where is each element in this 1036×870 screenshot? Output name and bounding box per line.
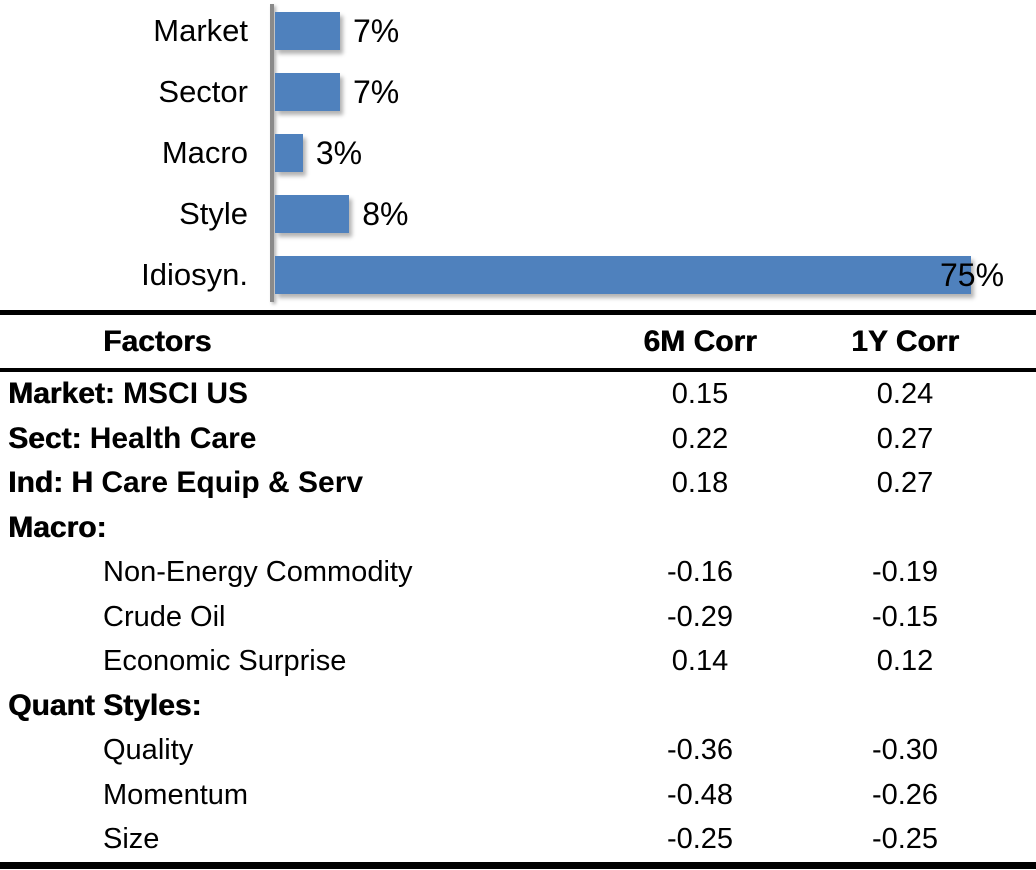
- table-row: Macro:: [0, 506, 1036, 551]
- column-header-6m-corr: 6M Corr: [643, 325, 757, 358]
- factor-label-cell: Quant Styles:: [0, 684, 560, 729]
- factor-label-bold: Market:: [8, 377, 115, 410]
- corr-6m-cell: -0.48: [666, 778, 734, 811]
- table-row: Economic Surprise 0.14 0.12: [0, 639, 1036, 684]
- bar-category-label: Macro: [161, 135, 248, 170]
- table-row: Momentum -0.48 -0.26: [0, 773, 1036, 818]
- bar-value-label: 7%: [352, 13, 400, 49]
- corr-1y-cell: -0.15: [871, 600, 939, 633]
- bar: [275, 12, 340, 50]
- corr-1y-cell: 0.12: [876, 645, 934, 677]
- corr-6m-cell: -0.36: [666, 734, 734, 766]
- factor-label-rest: Crude Oil: [103, 600, 226, 633]
- bar-category-label: Sector: [158, 74, 248, 109]
- bar: [275, 73, 340, 111]
- factor-label-rest: Health Care: [81, 421, 257, 455]
- corr-6m-cell: -0.29: [666, 600, 734, 633]
- table-row: Market: MSCI US 0.15 0.24: [0, 372, 1036, 417]
- factor-label-rest: Non-Energy Commodity: [103, 556, 413, 588]
- factor-label-bold: Quant Styles:: [8, 688, 202, 722]
- corr-6m-cell: 0.22: [671, 422, 729, 455]
- bar: [275, 256, 971, 294]
- bar-value-label: 8%: [362, 196, 409, 232]
- corr-1y-cell: -0.25: [871, 823, 939, 855]
- corr-6m-cell: [560, 684, 840, 729]
- factor-label-cell: Macro:: [0, 506, 560, 551]
- column-header-1y-corr: 1Y Corr: [851, 325, 959, 358]
- factor-label-cell: Quality: [0, 728, 560, 773]
- factor-label-cell: Economic Surprise: [0, 639, 560, 684]
- factor-label-cell: Crude Oil: [0, 595, 560, 640]
- bar-value-label: 7%: [352, 74, 400, 110]
- bar-category-label: Idiosyn.: [141, 257, 248, 292]
- bar-area: 7%: [275, 73, 399, 111]
- factor-label-rest: MSCI US: [114, 377, 249, 410]
- factor-label-rest: Quality: [103, 734, 194, 766]
- bar-row: Macro 3%: [0, 134, 1036, 172]
- bar-row: Style 8%: [0, 195, 1036, 233]
- table-row: Quality -0.36 -0.30: [0, 728, 1036, 773]
- table-row: Quant Styles:: [0, 684, 1036, 729]
- chart-vertical-axis-line: [270, 4, 274, 302]
- column-header-factors: Factors: [103, 325, 212, 358]
- corr-6m-cell: 0.14: [671, 645, 729, 677]
- factor-label-bold: Macro:: [8, 510, 107, 544]
- factor-label-rest: Size: [103, 823, 160, 855]
- corr-1y-cell: 0.27: [876, 422, 934, 455]
- corr-6m-cell: -0.25: [666, 823, 734, 855]
- bar-category-label: Market: [153, 13, 248, 48]
- bar-row: Idiosyn. 75%: [0, 256, 1036, 294]
- table-row: Size -0.25 -0.25: [0, 817, 1036, 862]
- factor-label-cell: Momentum: [0, 773, 560, 818]
- corr-1y-cell: 0.24: [876, 378, 934, 410]
- bar-area: 3%: [275, 134, 362, 172]
- corr-1y-cell: -0.30: [871, 734, 939, 766]
- factor-label-cell: Ind: H Care Equip & Serv: [0, 461, 560, 506]
- bar-value-label: 3%: [315, 135, 363, 171]
- factor-label-cell: Market: MSCI US: [0, 372, 560, 417]
- corr-1y-cell: [840, 684, 1036, 729]
- corr-6m-cell: -0.16: [666, 556, 734, 588]
- table-row: Crude Oil -0.29 -0.15: [0, 595, 1036, 640]
- factor-label-cell: Sect: Health Care: [0, 417, 560, 462]
- bar: [275, 195, 350, 233]
- table-header-row: Factors 6M Corr 1Y Corr: [0, 315, 1036, 372]
- corr-1y-cell: 0.27: [876, 467, 934, 499]
- bar-value-label: 75%: [940, 257, 1005, 293]
- bar-row: Sector 7%: [0, 73, 1036, 111]
- factor-label-rest: Care Equip & Serv: [92, 466, 364, 499]
- bar-rows: Market 7% Sector 7% Macro 3% Style 8% Id…: [0, 12, 1036, 317]
- bar-row: Market 7%: [0, 12, 1036, 50]
- factor-label-cell: Size: [0, 817, 560, 862]
- factor-label-rest: Economic Surprise: [103, 645, 347, 677]
- factor-label-bold: Ind: H: [8, 466, 93, 499]
- table-body: Market: MSCI US 0.15 0.24 Sect: Health C…: [0, 372, 1036, 862]
- bar-category-label: Style: [179, 196, 248, 231]
- bar: [275, 134, 303, 172]
- table-row: Sect: Health Care 0.22 0.27: [0, 417, 1036, 462]
- factor-label-rest: Momentum: [103, 778, 249, 811]
- factor-label-bold: Sect:: [8, 421, 82, 455]
- corr-1y-cell: -0.19: [871, 556, 939, 588]
- table-row: Ind: H Care Equip & Serv 0.18 0.27: [0, 461, 1036, 506]
- factor-label-cell: Non-Energy Commodity: [0, 550, 560, 595]
- bar-area: 8%: [275, 195, 408, 233]
- corr-1y-cell: [840, 506, 1036, 551]
- corr-6m-cell: 0.15: [671, 378, 729, 410]
- corr-1y-cell: -0.26: [871, 778, 939, 811]
- bar-area: 75%: [275, 256, 1004, 294]
- corr-6m-cell: [560, 506, 840, 551]
- table-row: Non-Energy Commodity -0.16 -0.19: [0, 550, 1036, 595]
- bar-area: 7%: [275, 12, 399, 50]
- risk-decomposition-bar-chart: Market 7% Sector 7% Macro 3% Style 8% Id…: [0, 0, 1036, 310]
- factor-correlation-table: Factors 6M Corr 1Y Corr Market: MSCI US …: [0, 310, 1036, 869]
- corr-6m-cell: 0.18: [671, 467, 729, 499]
